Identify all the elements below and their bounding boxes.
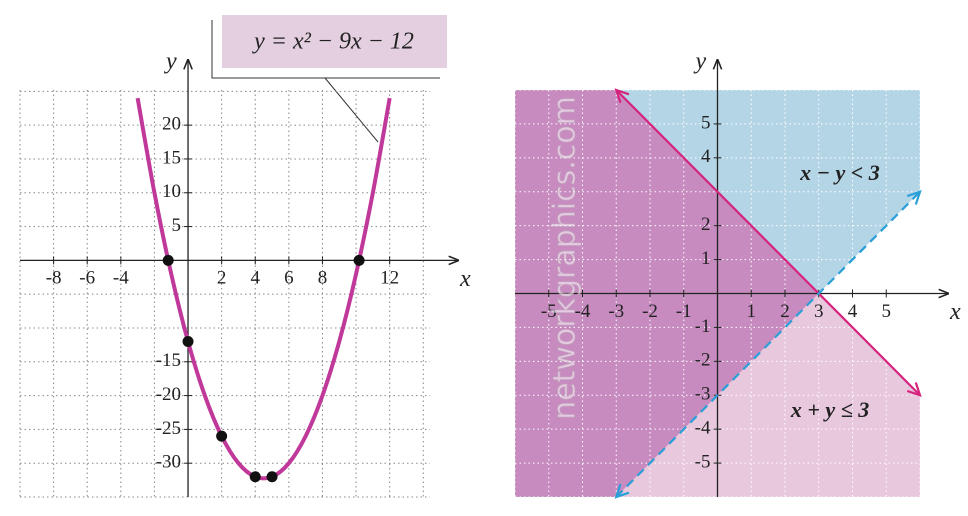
y-axis-label: y — [164, 49, 177, 75]
x-tick-label: -1 — [676, 301, 692, 322]
x-axis-label: x — [459, 266, 471, 292]
y-axis-label: y — [694, 49, 707, 75]
leader-line — [324, 77, 379, 143]
y-tick-label: -25 — [156, 418, 181, 439]
x-tick-label: 5 — [882, 301, 892, 322]
annotation: x + y ≤ 3 — [790, 397, 869, 422]
x-tick-label: 1 — [747, 301, 757, 322]
x-tick-label: -4 — [575, 301, 591, 322]
arrowhead — [614, 483, 630, 499]
point — [216, 430, 228, 442]
x-tick-label: -8 — [46, 268, 62, 289]
x-axis-label: x — [949, 299, 961, 325]
chart-0: x y -8 -6 -4 2 4 6 8 12 -30 -25 -20 -15 5 10 15 20 — [19, 49, 471, 498]
y-tick-label: 2 — [701, 214, 711, 235]
x-tick-label: -3 — [608, 301, 624, 322]
y-tick-label: -3 — [695, 384, 711, 405]
watermark: networkgraphics.com — [548, 96, 583, 420]
y-tick-label: 4 — [701, 146, 711, 167]
y-tick-label: -1 — [695, 316, 711, 337]
y-tick-label: -2 — [695, 350, 711, 371]
curve — [615, 89, 921, 397]
point — [249, 471, 261, 483]
y-tick-label: -4 — [695, 418, 711, 439]
curve — [135, 97, 392, 481]
y-tick-label: 15 — [162, 147, 181, 168]
x-tick-label: 4 — [250, 268, 260, 289]
y-tick-label: 1 — [701, 248, 711, 269]
x-tick-label: -2 — [642, 301, 658, 322]
point — [182, 336, 194, 348]
arrowhead — [614, 88, 630, 104]
y-tick-label: 5 — [172, 215, 182, 236]
x-tick-label: 4 — [848, 301, 858, 322]
point — [266, 471, 278, 483]
annotation: y = x² − 9x − 12 — [252, 29, 414, 55]
x-tick-label: 2 — [217, 268, 227, 289]
point — [162, 254, 174, 266]
y-tick-label: -5 — [695, 451, 711, 472]
x-tick-label: 2 — [780, 301, 790, 322]
y-tick-label: 5 — [701, 112, 711, 133]
arrowhead — [906, 382, 922, 397]
x-tick-label: -6 — [79, 268, 95, 289]
x-tick-label: 3 — [814, 301, 824, 322]
curve — [615, 190, 921, 498]
point — [353, 254, 365, 266]
annotation-bracket — [211, 20, 440, 79]
x-tick-label: 6 — [284, 268, 294, 289]
y-tick-label: -30 — [156, 452, 181, 473]
x-tick-label: -4 — [113, 268, 129, 289]
y-tick-label: -15 — [156, 350, 181, 371]
annotation: x − y < 3 — [799, 160, 880, 185]
x-tick-label: -5 — [541, 301, 557, 322]
x-tick-label: 12 — [380, 268, 399, 289]
arrowhead — [906, 190, 922, 205]
annotation-box — [222, 15, 447, 68]
y-tick-label: -20 — [156, 384, 181, 405]
x-tick-label: 8 — [318, 268, 328, 289]
y-tick-label: 10 — [162, 181, 181, 202]
chart-1: x y -5 -4 -3 -2 -1 1 2 3 4 5 -5 -4 -3 -2 -1 1 2 4 5 x − y < 3… — [514, 49, 961, 499]
y-tick-label: 20 — [162, 114, 181, 135]
